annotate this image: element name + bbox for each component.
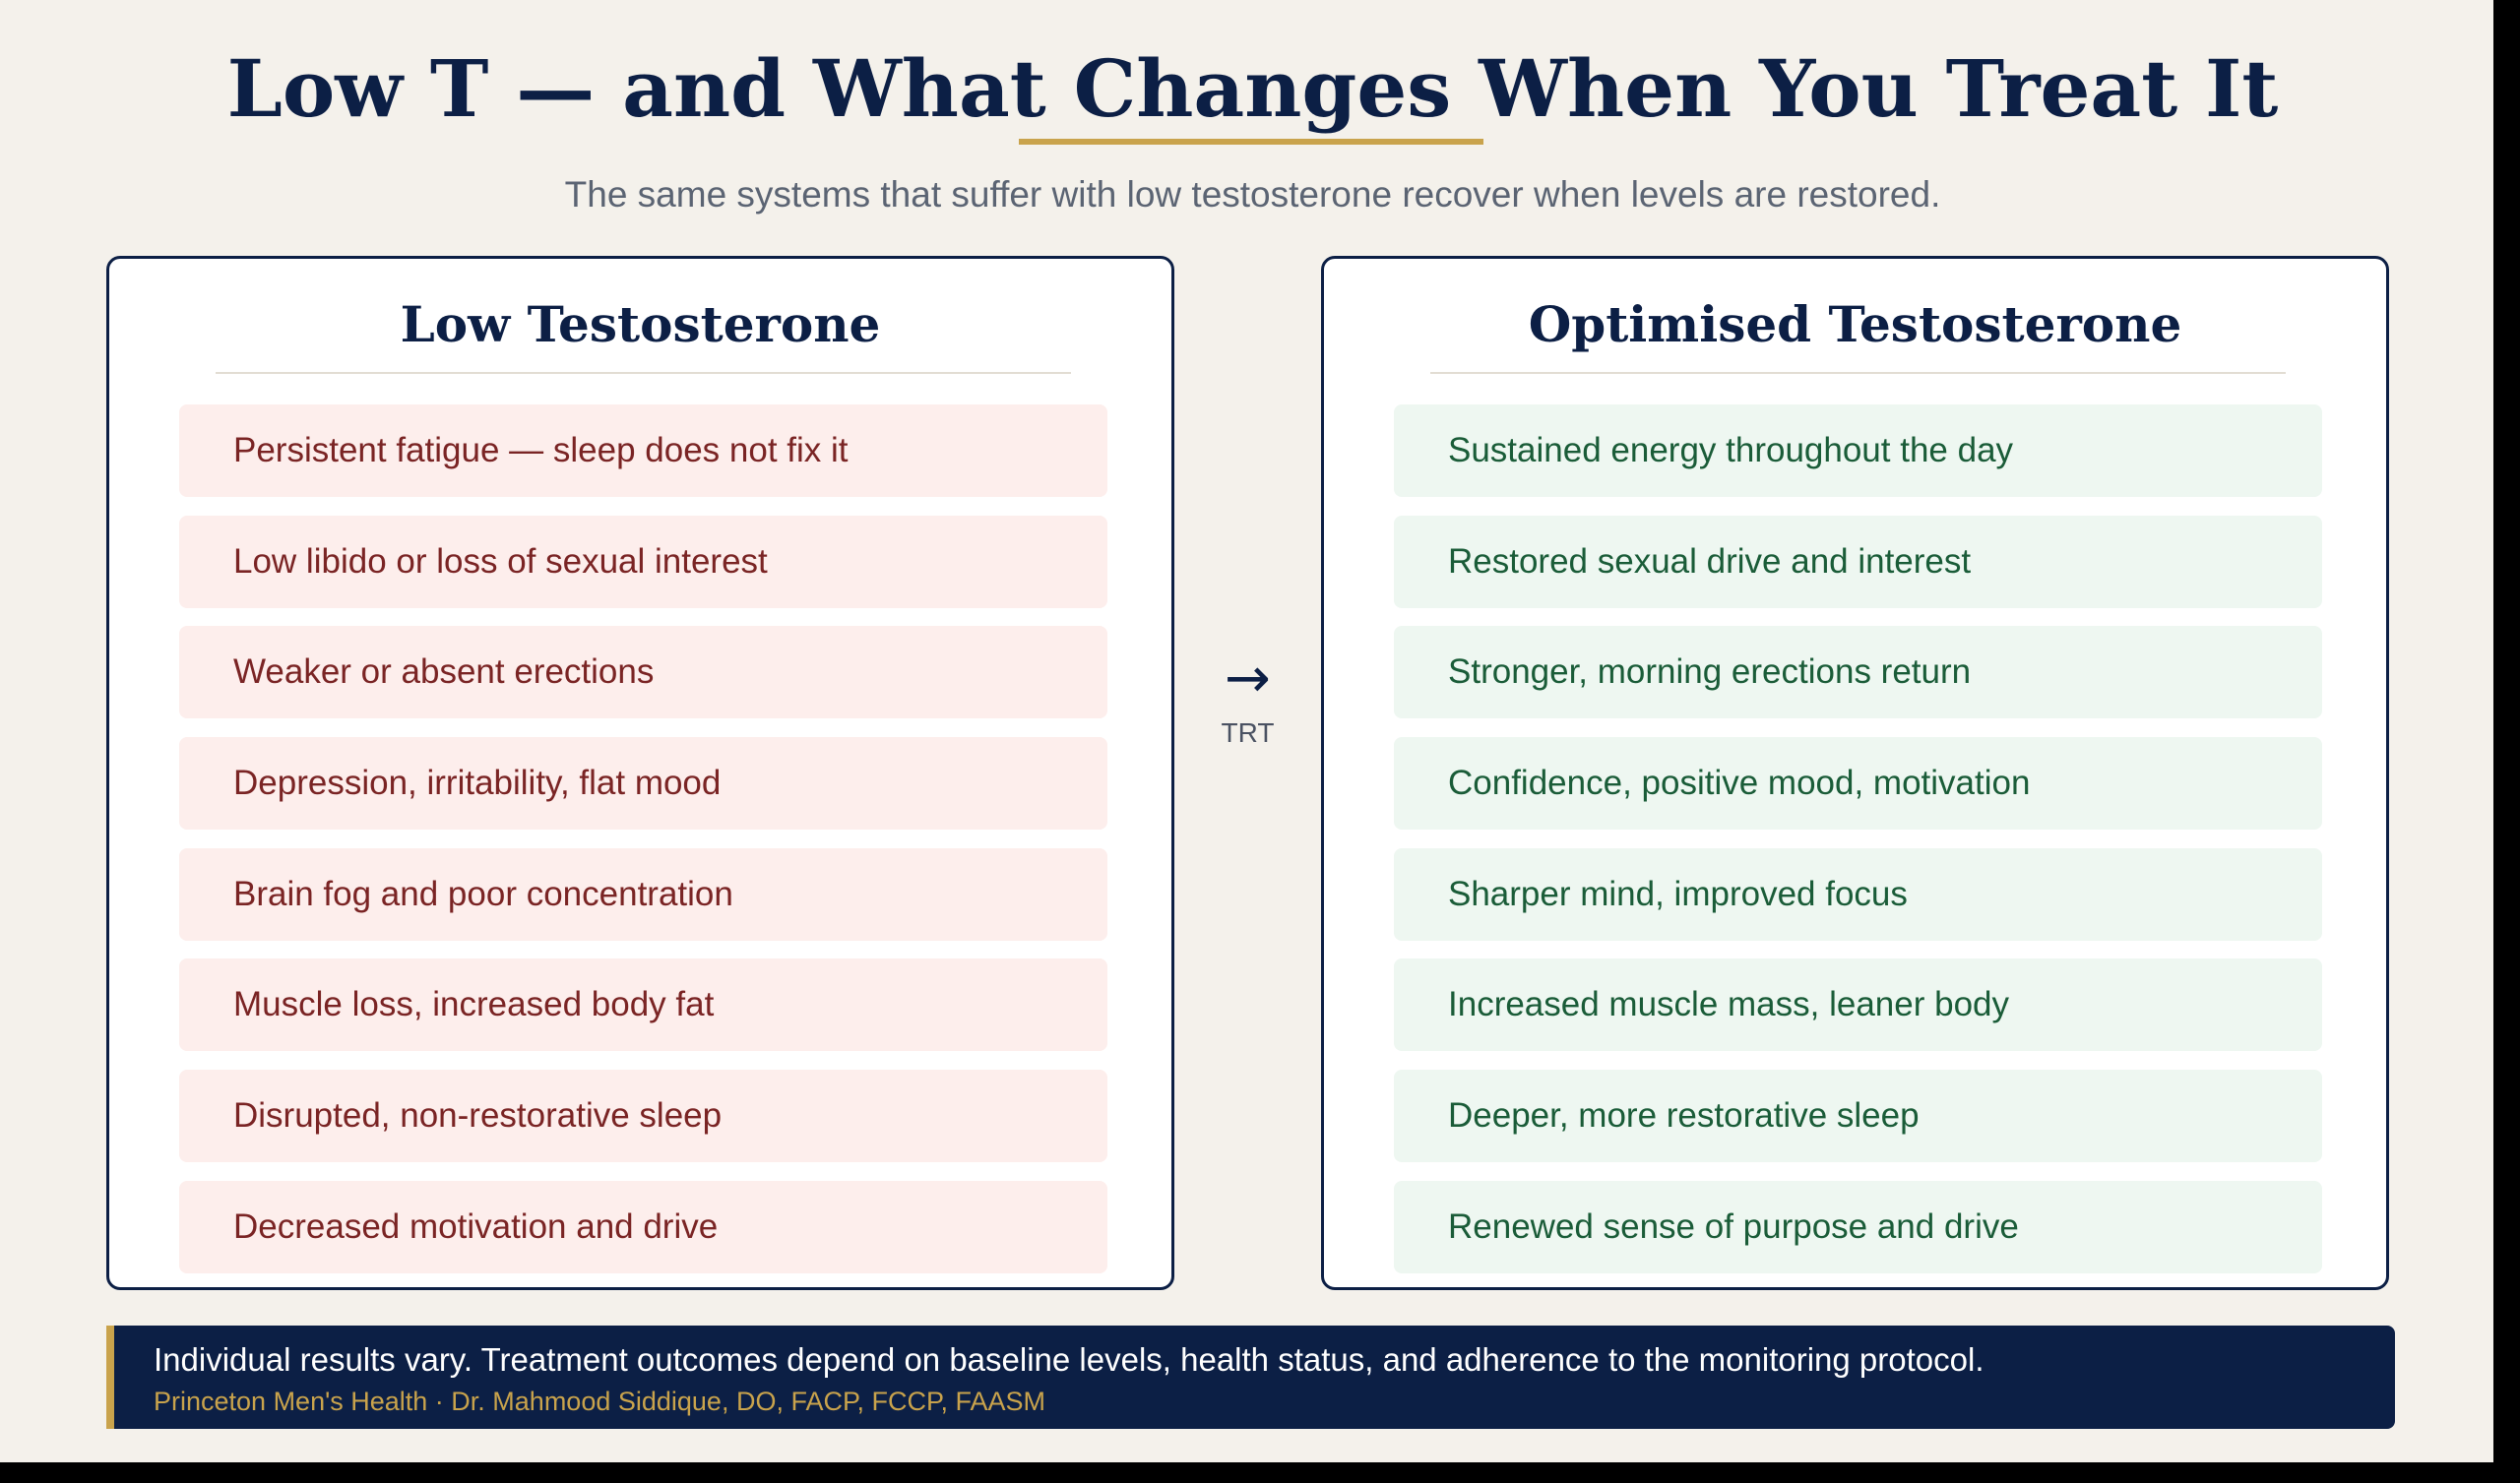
optimised-benefit-item: Deeper, more restorative sleep — [1394, 1070, 2322, 1163]
low-symptoms-list: Persistent fatigue — sleep does not fix … — [179, 404, 1107, 1292]
infographic-page: Low T — and What Changes When You Treat … — [0, 0, 2493, 1462]
optimised-benefit-item: Confidence, positive mood, motivation — [1394, 737, 2322, 831]
page-subtitle: The same systems that suffer with low te… — [564, 174, 1941, 215]
low-testosterone-heading: Low Testosterone — [400, 295, 881, 353]
disclaimer-footer: Individual results vary. Treatment outco… — [106, 1326, 2395, 1429]
optimised-benefits-list: Sustained energy throughout the day Rest… — [1394, 404, 2322, 1292]
low-symptom-item: Persistent fatigue — sleep does not fix … — [179, 404, 1107, 497]
optimised-benefit-item: Renewed sense of purpose and drive — [1394, 1180, 2322, 1273]
trt-transition: → TRT — [1174, 645, 1321, 753]
low-symptom-item: Disrupted, non-restorative sleep — [179, 1070, 1107, 1163]
optimised-benefit-item: Restored sexual drive and interest — [1394, 515, 2322, 608]
trt-label: TRT — [1221, 717, 1275, 748]
optimised-benefit-item: Increased muscle mass, leaner body — [1394, 958, 2322, 1052]
low-symptom-item: Low libido or loss of sexual interest — [179, 515, 1107, 608]
optimised-benefit-item: Stronger, morning erections return — [1394, 626, 2322, 719]
low-symptom-item: Decreased motivation and drive — [179, 1180, 1107, 1273]
low-symptom-item: Weaker or absent erections — [179, 626, 1107, 719]
optimised-benefit-item: Sharper mind, improved focus — [1394, 847, 2322, 941]
optimised-benefit-item: Sustained energy throughout the day — [1394, 404, 2322, 497]
optimised-testosterone-panel: Optimised Testosterone Sustained energy … — [1321, 256, 2389, 1290]
page-title: Low T — and What Changes When You Treat … — [226, 42, 2279, 135]
title-accent-underline — [1019, 139, 1483, 145]
low-symptom-item: Depression, irritability, flat mood — [179, 737, 1107, 831]
heading-divider — [216, 372, 1071, 374]
heading-divider — [1430, 372, 2286, 374]
clinic-credit: Princeton Men's Health · Dr. Mahmood Sid… — [154, 1387, 1046, 1416]
optimised-testosterone-heading: Optimised Testosterone — [1528, 295, 2182, 353]
low-symptom-item: Muscle loss, increased body fat — [179, 958, 1107, 1052]
low-testosterone-panel: Low Testosterone Persistent fatigue — sl… — [106, 256, 1174, 1290]
low-symptom-item: Brain fog and poor concentration — [179, 847, 1107, 941]
right-arrow-icon: → — [1225, 647, 1271, 711]
disclaimer-text: Individual results vary. Treatment outco… — [154, 1341, 1984, 1378]
